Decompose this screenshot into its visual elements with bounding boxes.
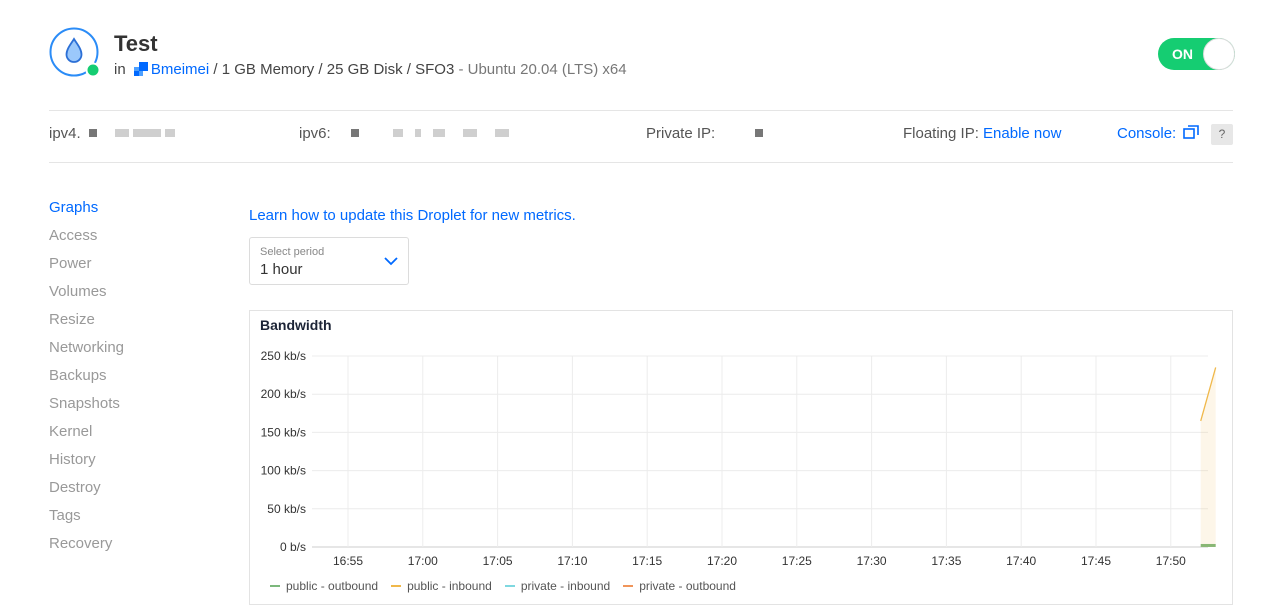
- y-tick-label: 150 kb/s: [261, 425, 306, 439]
- legend-swatch: [623, 585, 634, 587]
- legend-swatch: [270, 585, 280, 587]
- y-tick-label: 100 kb/s: [261, 464, 306, 478]
- bandwidth-chart-plot: 250 kb/s 200 kb/s 150 kb/s 100 kb/s 50 kb/s 0…: [261, 349, 1217, 568]
- ipv6-section: ipv6:: [299, 125, 513, 142]
- y-tick-label: 250 kb/s: [261, 349, 306, 363]
- period-select[interactable]: Select period 1 hour: [249, 237, 409, 285]
- legend-item[interactable]: public - inbound: [391, 579, 492, 593]
- nav-item-graphs[interactable]: Graphs: [49, 199, 99, 216]
- redacted-ipv6: [494, 129, 509, 137]
- x-tick-label: 17:15: [632, 554, 662, 568]
- x-tick-label: 17:05: [483, 554, 513, 568]
- nav-item-kernel[interactable]: Kernel: [49, 423, 93, 440]
- nav-item-resize[interactable]: Resize: [49, 311, 95, 328]
- redacted-ipv4: [88, 129, 97, 137]
- redacted-ipv4: [164, 129, 175, 137]
- redacted-ipv6: [392, 129, 403, 137]
- toggle-knob: [1203, 38, 1235, 70]
- ipv4-section: ipv4.: [49, 125, 179, 142]
- redacted-private-ip: [755, 129, 764, 137]
- console-label: Console:: [1117, 125, 1177, 142]
- legend-label: public - inbound: [407, 579, 492, 593]
- status-dot-icon: [85, 62, 101, 78]
- divider: [49, 110, 1233, 111]
- period-select-label: Select period: [260, 246, 325, 258]
- x-tick-label: 17:10: [557, 554, 587, 568]
- legend-swatch: [391, 585, 402, 587]
- floating-ip-label: Floating IP:: [903, 125, 979, 142]
- nav-item-snapshots[interactable]: Snapshots: [49, 395, 120, 412]
- team-link[interactable]: Bmeimei: [150, 61, 210, 78]
- droplet-header: Test in Bmeimei / 1 GB Memory / 25 GB Di…: [49, 27, 1235, 87]
- y-tick-label: 200 kb/s: [261, 387, 306, 401]
- legend-item[interactable]: private - inbound: [504, 579, 611, 593]
- ipv6-label: ipv6:: [299, 125, 331, 142]
- x-tick-label: 17:40: [1006, 554, 1036, 568]
- redacted-ipv6: [462, 129, 477, 137]
- bandwidth-chart: Bandwidth 250 kb/s 200 kb/s 150 kb/s 100 kb…: [249, 310, 1233, 605]
- learn-metrics-link[interactable]: Learn how to update this Droplet for new…: [249, 207, 576, 224]
- chart-legend: public - outbound public - inbound private…: [270, 579, 749, 593]
- legend-swatch: [504, 585, 515, 587]
- nav-item-backups[interactable]: Backups: [49, 367, 107, 384]
- y-tick-label: 50 kb/s: [267, 502, 306, 516]
- legend-label: private - inbound: [520, 579, 611, 593]
- droplet-subtitle: in Bmeimei / 1 GB Memory / 25 GB Disk / …: [114, 61, 627, 78]
- x-tick-label: 17:25: [782, 554, 812, 568]
- nav-item-power[interactable]: Power: [49, 255, 92, 272]
- x-tick-label: 16:55: [333, 554, 363, 568]
- chart-title: Bandwidth: [260, 317, 332, 333]
- team-icon: [133, 62, 148, 76]
- console-link[interactable]: Console:: [1117, 125, 1200, 142]
- chevron-down-icon: [384, 257, 398, 266]
- power-toggle-label: ON: [1172, 46, 1193, 62]
- nav-item-history[interactable]: History: [49, 451, 96, 468]
- nav-item-access[interactable]: Access: [49, 227, 98, 244]
- redacted-ipv6: [350, 129, 359, 137]
- redacted-ipv4: [132, 129, 161, 137]
- ipv4-label: ipv4.: [49, 125, 81, 142]
- droplet-icon: [49, 27, 101, 78]
- nav-item-recovery[interactable]: Recovery: [49, 535, 113, 552]
- nav-item-tags[interactable]: Tags: [49, 507, 81, 524]
- x-tick-label: 17:00: [408, 554, 438, 568]
- external-window-icon: [1183, 125, 1200, 139]
- x-tick-label: 17:35: [931, 554, 961, 568]
- legend-label: private - outbound: [639, 579, 736, 593]
- series-area-public-inbound: [1200, 367, 1216, 547]
- x-tick-label: 17:50: [1156, 554, 1186, 568]
- droplet-title: Test: [114, 31, 158, 56]
- x-tick-label: 17:45: [1081, 554, 1111, 568]
- redacted-ipv6: [414, 129, 421, 137]
- floating-ip-section: Floating IP: Enable now: [903, 125, 1061, 142]
- period-select-value: 1 hour: [260, 261, 303, 278]
- droplet-specs: / 1 GB Memory / 25 GB Disk / SFO3: [213, 61, 455, 78]
- redacted-ipv4: [114, 129, 129, 137]
- x-tick-label: 17:30: [857, 554, 887, 568]
- redacted-ipv6: [432, 129, 445, 137]
- droplet-sidenav: Graphs Access Power Volumes Resize Netwo…: [49, 198, 124, 562]
- enable-floating-ip-link[interactable]: Enable now: [983, 125, 1062, 142]
- series-line-public-inbound: [1200, 367, 1217, 422]
- in-label: in: [114, 61, 126, 78]
- y-tick-label: 0 b/s: [280, 540, 306, 554]
- private-ip-label: Private IP:: [646, 125, 716, 142]
- legend-label: public - outbound: [286, 579, 379, 593]
- droplet-os: - Ubuntu 20.04 (LTS) x64: [458, 61, 627, 78]
- help-button[interactable]: ?: [1211, 124, 1233, 145]
- nav-item-volumes[interactable]: Volumes: [49, 283, 107, 300]
- nav-item-destroy[interactable]: Destroy: [49, 479, 101, 496]
- power-toggle[interactable]: ON: [1158, 38, 1235, 70]
- legend-item[interactable]: private - outbound: [623, 579, 736, 593]
- divider: [49, 162, 1233, 163]
- legend-item[interactable]: public - outbound: [270, 579, 378, 593]
- nav-item-networking[interactable]: Networking: [49, 339, 125, 356]
- x-tick-label: 17:20: [707, 554, 737, 568]
- private-ip-section: Private IP:: [646, 125, 767, 142]
- info-bar: ipv4. ipv6: Private IP: Floating IP: Ena…: [49, 112, 1233, 162]
